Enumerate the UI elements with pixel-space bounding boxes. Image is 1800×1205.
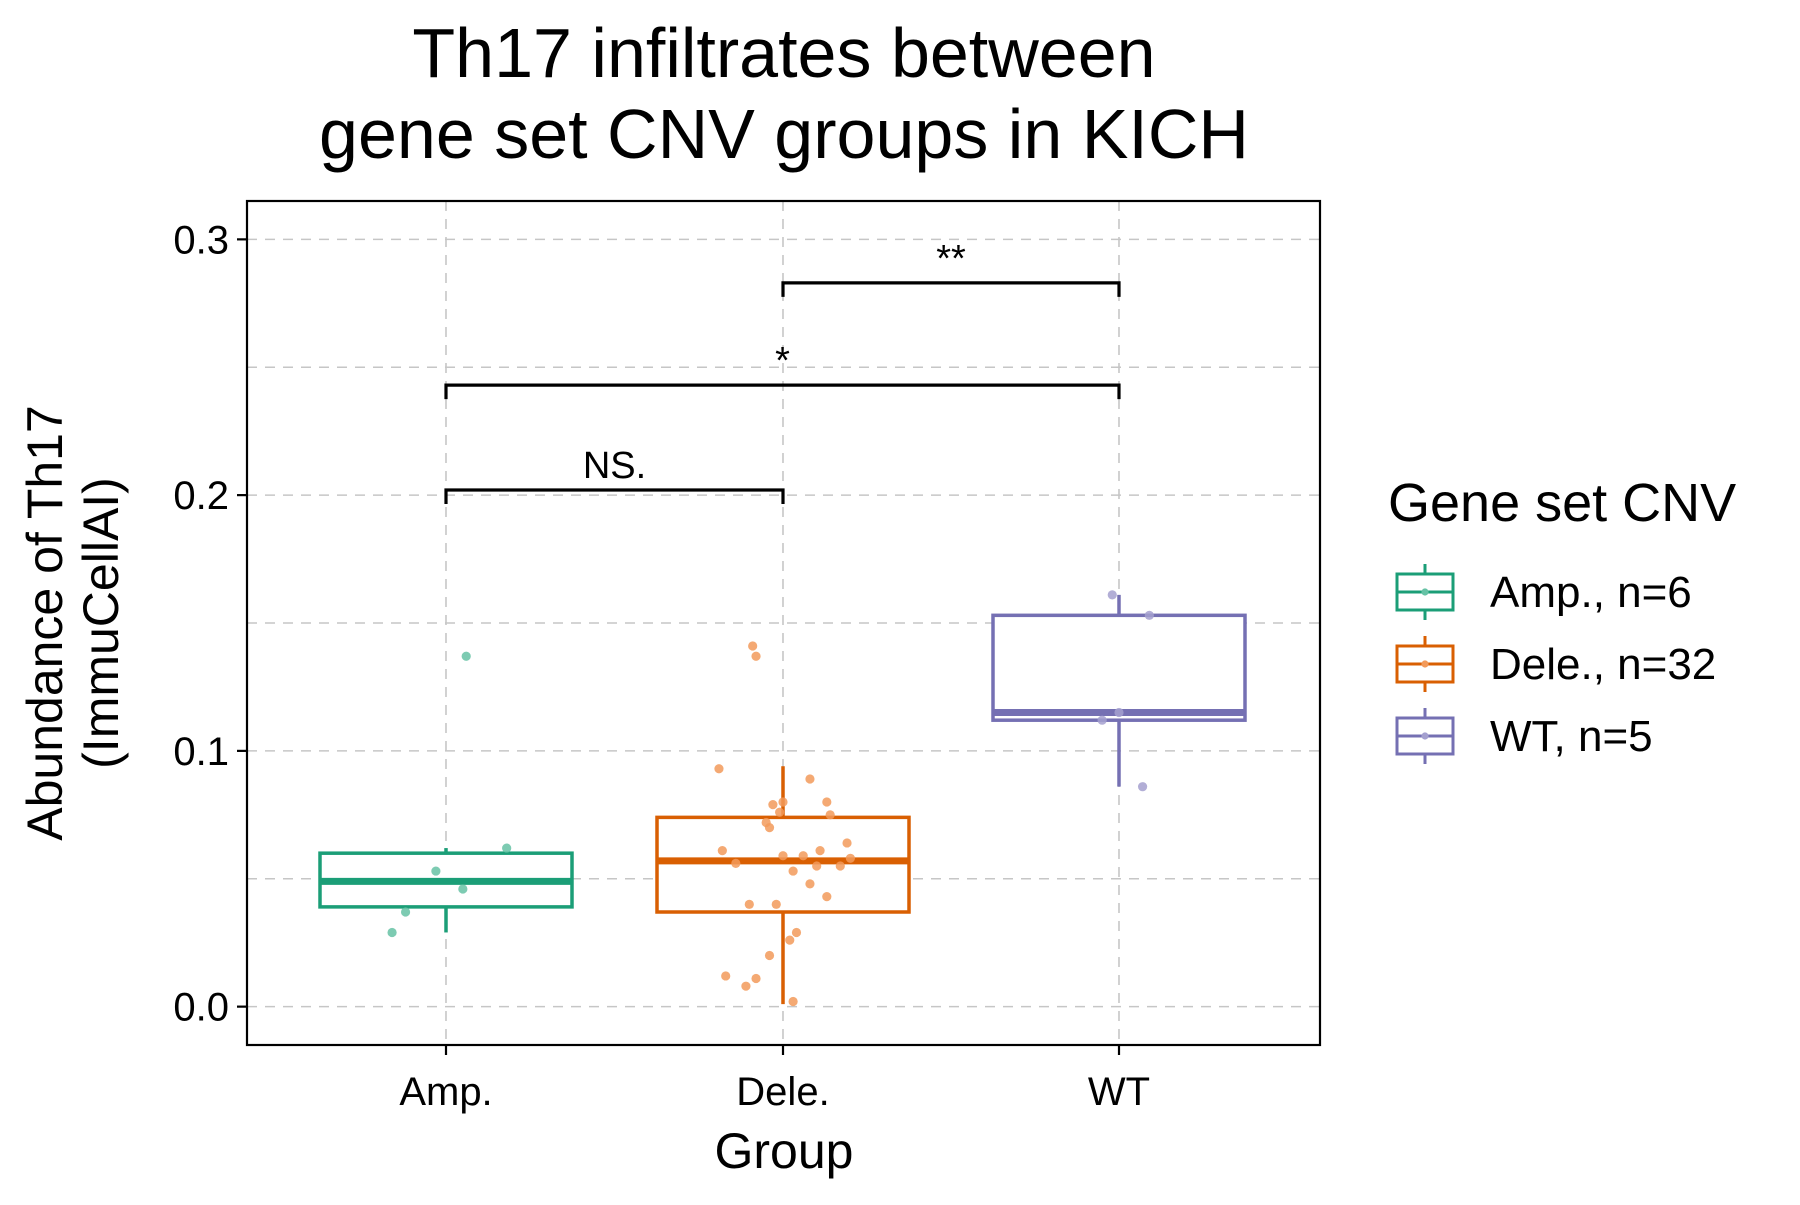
box-layer [318, 594, 1247, 1005]
data-point-1-11 [764, 950, 775, 961]
data-point-2-2 [1114, 707, 1124, 718]
y-tick-label-3: 0.3 [173, 218, 229, 262]
y-tick-label-1: 0.1 [173, 730, 229, 774]
data-point-1-7 [751, 651, 761, 661]
significance-brackets: NS.*** [444, 238, 1121, 505]
data-point-1-30 [842, 838, 852, 848]
y-axis-title-line-2: (ImmuCellAI) [73, 477, 129, 769]
y-axis-title-line-1: Abundance of Th17 [17, 405, 73, 841]
data-point-1-13 [771, 899, 781, 909]
data-point-0-4 [461, 651, 471, 661]
data-point-1-8 [751, 973, 761, 984]
y-axis-title: Abundance of Th17 (ImmuCellAI) [17, 405, 129, 841]
legend-key-point-1 [1421, 660, 1429, 668]
data-point-0-3 [458, 884, 468, 894]
y-tick-label-2: 0.2 [173, 474, 229, 518]
data-point-0-5 [502, 843, 512, 853]
legend-label-0: Amp., n=6 [1490, 568, 1692, 617]
x-axis-title: Group [715, 1123, 854, 1179]
data-point-1-20 [791, 927, 802, 938]
box-body-1 [655, 815, 911, 914]
legend-key-point-0 [1421, 588, 1429, 596]
box-body-2 [991, 613, 1247, 722]
box-0 [318, 848, 574, 933]
data-point-1-15 [778, 851, 788, 861]
data-point-1-4 [741, 981, 751, 991]
data-point-0-0 [387, 927, 397, 938]
y-axis: 0.0 0.1 0.2 0.3 [173, 218, 247, 1030]
data-point-1-26 [822, 797, 832, 807]
data-point-1-1 [717, 846, 727, 856]
legend-item-1: Dele., n=32 [1395, 636, 1716, 692]
comparison-bracket-2 [781, 281, 1121, 297]
chart-title-line-2: gene set CNV groups in KICH [319, 95, 1249, 173]
data-point-2-4 [1144, 610, 1154, 620]
data-point-1-14 [775, 807, 785, 817]
comparison-bracket-0 [444, 488, 785, 505]
data-point-1-31 [845, 853, 856, 863]
data-point-2-1 [1107, 590, 1117, 600]
data-point-1-21 [798, 851, 808, 861]
data-point-1-19 [788, 996, 798, 1007]
legend-item-0: Amp., n=6 [1395, 564, 1692, 620]
data-point-0-2 [431, 866, 441, 876]
chart-title-line-1: Th17 infiltrates between [412, 14, 1155, 92]
box-1 [655, 766, 911, 1005]
x-tick-label-0: Amp. [399, 1070, 492, 1114]
chart-title: Th17 infiltrates between gene set CNV gr… [319, 14, 1249, 173]
legend-key-point-2 [1421, 732, 1429, 740]
data-point-1-3 [731, 858, 741, 869]
data-point-1-5 [744, 899, 754, 909]
data-point-1-16 [778, 797, 788, 807]
x-tick-label-2: WT [1088, 1070, 1150, 1114]
data-point-1-23 [805, 774, 815, 784]
data-point-1-2 [721, 971, 731, 981]
legend-item-2: WT, n=5 [1395, 708, 1653, 764]
data-point-2-3 [1137, 782, 1148, 792]
data-point-1-29 [835, 861, 845, 871]
comparison-bracket-1 [444, 383, 1121, 400]
legend-label-2: WT, n=5 [1490, 712, 1653, 761]
data-point-1-25 [815, 846, 825, 856]
legend: Gene set CNV Amp., n=6 Dele., n=32 WT, n=5 [1388, 473, 1736, 764]
data-point-1-6 [748, 641, 758, 651]
data-point-1-22 [805, 879, 815, 889]
jitter-points [387, 590, 1154, 1007]
x-axis: Amp. Dele. WT [399, 1045, 1150, 1114]
y-tick-label-0: 0.0 [173, 986, 229, 1030]
comparison-label-0: NS. [583, 445, 646, 487]
comparison-label-1: * [775, 340, 790, 382]
data-point-1-18 [788, 866, 798, 876]
data-point-1-24 [812, 861, 822, 871]
data-point-2-0 [1097, 715, 1107, 725]
data-point-1-10 [764, 823, 775, 833]
legend-label-1: Dele., n=32 [1490, 640, 1716, 689]
legend-title: Gene set CNV [1388, 473, 1736, 533]
comparison-label-2: ** [936, 238, 966, 280]
data-point-1-0 [714, 764, 724, 774]
data-point-1-12 [768, 799, 778, 810]
data-point-1-28 [825, 810, 835, 820]
data-point-1-17 [785, 935, 795, 945]
x-tick-label-1: Dele. [736, 1070, 829, 1114]
data-point-1-27 [822, 892, 832, 902]
data-point-0-1 [400, 907, 411, 917]
